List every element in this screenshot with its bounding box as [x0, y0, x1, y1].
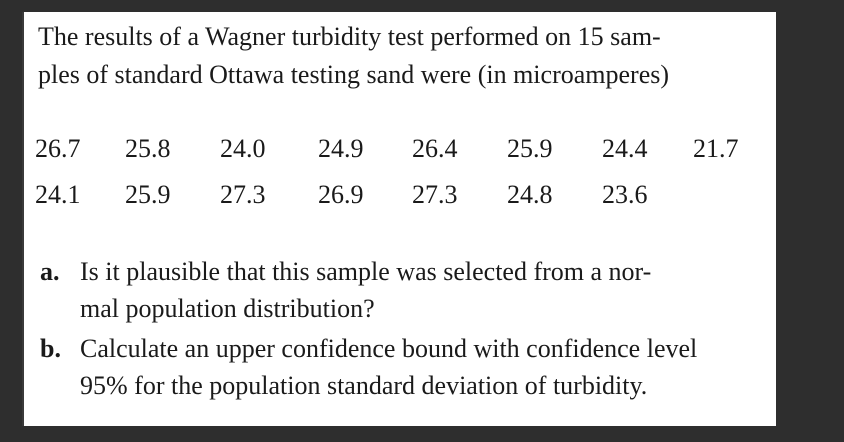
- data-value: 25.9: [125, 180, 171, 209]
- intro-line: ples of standard Ottawa testing sand wer…: [38, 60, 670, 89]
- data-value: 26.9: [318, 180, 364, 209]
- data-value: 25.8: [125, 134, 171, 163]
- data-value: 24.8: [507, 180, 553, 209]
- data-value: 24.0: [220, 134, 266, 163]
- item-label: a.: [40, 257, 60, 286]
- data-value: 23.6: [602, 180, 648, 209]
- data-value: 25.9: [507, 134, 553, 163]
- intro-line: The results of a Wagner turbidity test p…: [38, 22, 661, 51]
- item-label: b.: [40, 334, 61, 363]
- item-line: Is it plausible that this sample was sel…: [80, 257, 652, 286]
- document-panel: The results of a Wagner turbidity test p…: [22, 12, 776, 426]
- item-line: 95% for the population standard deviatio…: [80, 371, 648, 400]
- data-value: 24.1: [35, 180, 81, 209]
- data-value: 21.7: [693, 134, 739, 163]
- data-value: 24.9: [318, 134, 364, 163]
- data-value: 27.3: [220, 180, 266, 209]
- item-line: Calculate an upper confidence bound with…: [80, 334, 698, 363]
- item-line: mal population distribution?: [80, 294, 375, 323]
- data-value: 26.4: [412, 134, 458, 163]
- data-value: 27.3: [412, 180, 458, 209]
- data-value: 26.7: [35, 134, 81, 163]
- data-value: 24.4: [602, 134, 648, 163]
